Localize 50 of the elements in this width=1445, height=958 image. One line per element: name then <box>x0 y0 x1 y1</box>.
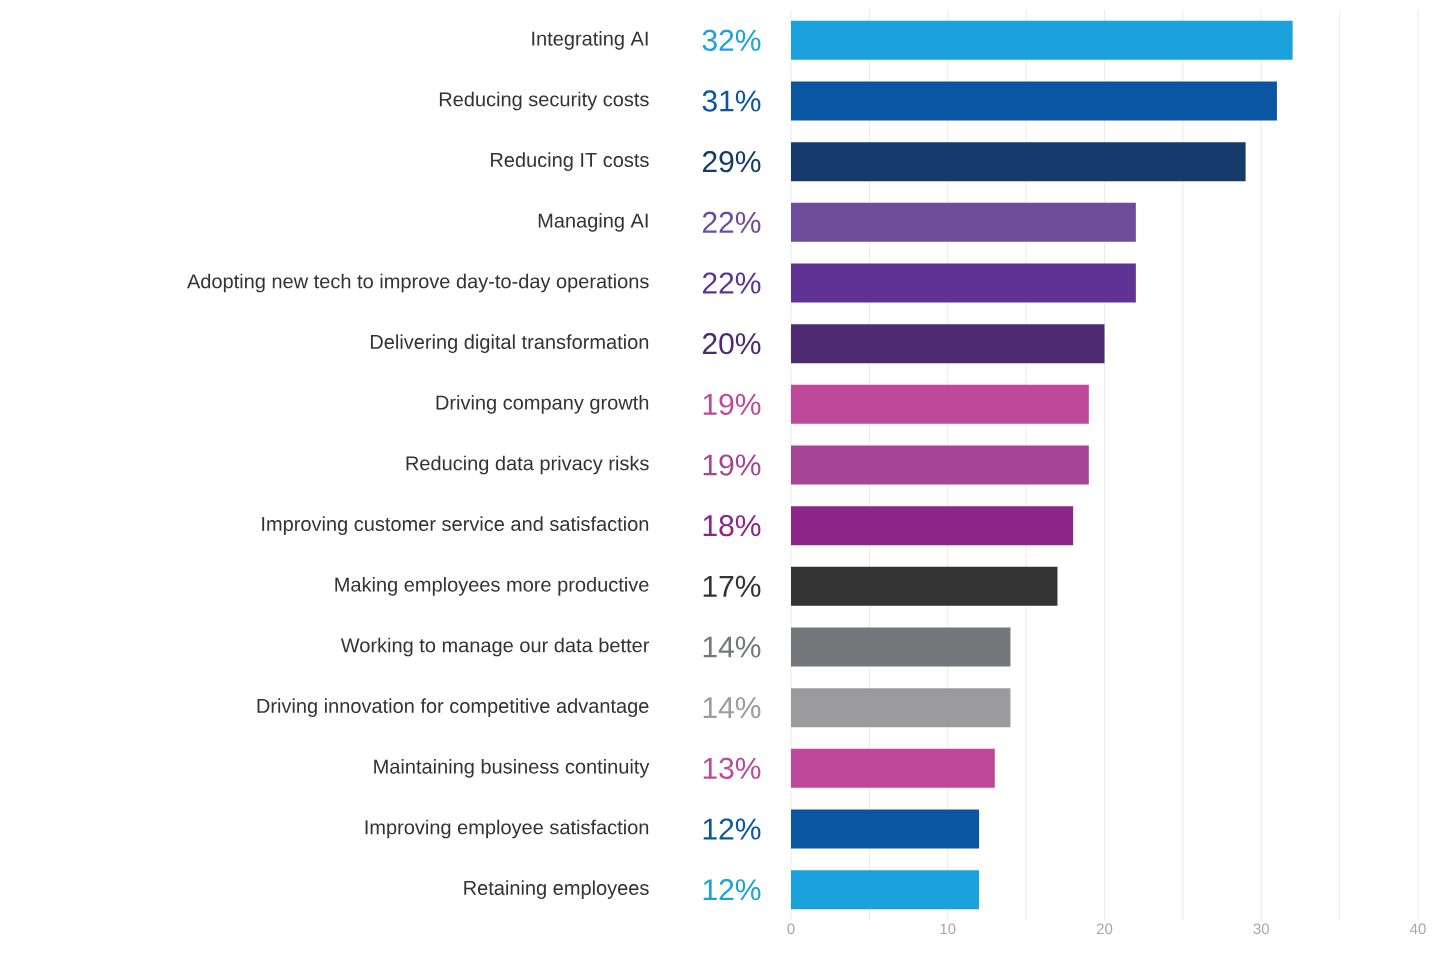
y-tick-label: Reducing data privacy risks <box>406 455 649 475</box>
y-tick-label: Reducing security costs <box>439 91 649 111</box>
y-tick-label: Driving innovation for competitive advantage <box>257 698 649 717</box>
data-label: 12% <box>703 818 761 840</box>
data-label: 12% <box>703 879 761 901</box>
data-label: 20% <box>702 333 761 355</box>
bar <box>791 202 1136 242</box>
x-tick-label: 30 <box>1253 923 1269 935</box>
data-label: 13% <box>703 757 761 779</box>
y-tick-label: Adopting new tech to improve day-to-day operations <box>187 273 649 293</box>
bar <box>791 324 1105 364</box>
bar <box>791 870 980 910</box>
data-label: 19% <box>703 393 761 415</box>
data-label: 18% <box>703 515 761 537</box>
bar <box>791 688 1011 728</box>
data-label: 17% <box>703 575 761 597</box>
y-tick-label: Delivering digital transformation <box>370 334 649 353</box>
y-tick-label: Improving employee satisfaction <box>365 819 649 839</box>
bar <box>791 627 1011 667</box>
data-label: 22% <box>702 211 761 233</box>
y-tick-label: Integrating AI <box>532 31 648 50</box>
x-tick-label: 0 <box>787 923 795 935</box>
bar <box>791 506 1074 546</box>
y-tick-label: Driving company growth <box>436 395 649 414</box>
bar <box>791 263 1136 303</box>
y-tick-label: Reducing IT costs <box>491 152 649 171</box>
data-label: 14% <box>703 636 761 658</box>
y-tick-label: Retaining employees <box>464 880 649 899</box>
x-tick-label: 40 <box>1410 923 1426 935</box>
data-label: 29% <box>702 151 761 173</box>
bar <box>791 81 1277 121</box>
bar <box>791 384 1089 424</box>
bar <box>791 445 1089 485</box>
x-tick-label: 20 <box>1096 923 1113 935</box>
bar <box>791 809 980 849</box>
y-tick-label: Improving customer service and satisfaction <box>262 516 649 535</box>
y-tick-label: Making employees more productive <box>335 577 649 596</box>
data-label: 31% <box>702 90 761 112</box>
data-label: 14% <box>703 697 761 719</box>
bar <box>791 748 995 788</box>
y-tick-label: Working to manage our data better <box>340 637 650 657</box>
data-label: 32% <box>702 29 761 51</box>
x-tick-label: 10 <box>940 923 956 935</box>
bar <box>791 566 1058 606</box>
bar <box>791 142 1246 182</box>
y-tick-label: Maintaining business continuity <box>374 759 650 778</box>
y-tick-label: Managing AI <box>538 213 648 232</box>
bar <box>791 20 1293 60</box>
data-label: 19% <box>703 454 761 476</box>
data-label: 22% <box>702 272 761 294</box>
